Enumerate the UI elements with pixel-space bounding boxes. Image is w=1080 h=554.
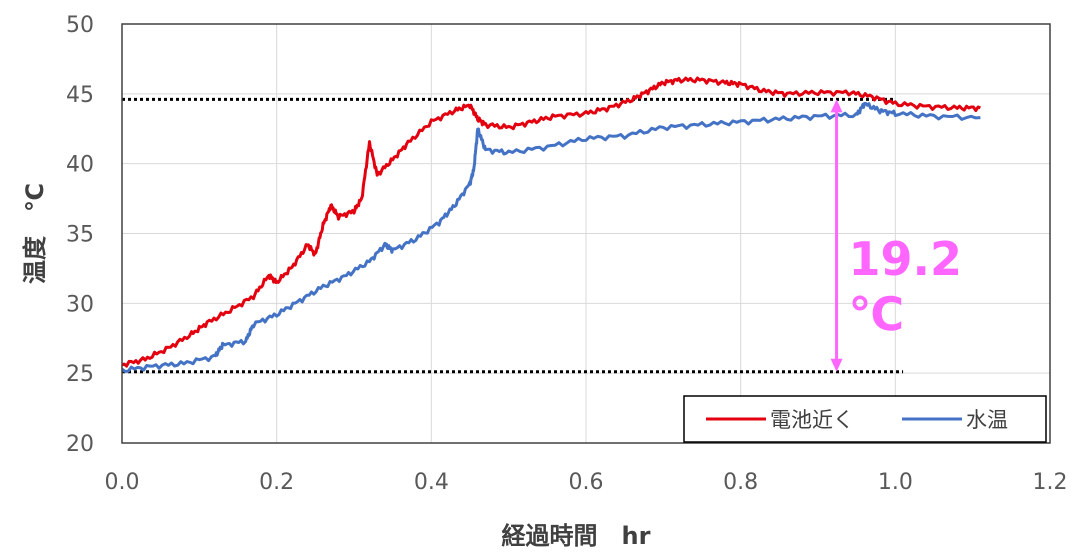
x-tick-label: 0.8 <box>723 470 758 495</box>
y-tick-label: 20 <box>66 432 94 457</box>
series-lines <box>121 76 981 373</box>
y-tick-label: 30 <box>66 292 94 317</box>
series-line-battery <box>121 76 981 368</box>
series-line-water <box>121 102 981 373</box>
plot-area-frame <box>121 23 1051 444</box>
difference-unit: ℃ <box>849 287 905 341</box>
y-tick-label: 40 <box>66 153 94 178</box>
x-tick-label: 0.4 <box>414 470 449 495</box>
y-tick-label: 25 <box>66 362 94 387</box>
x-tick-labels: 0.0 0.2 0.4 0.6 0.8 1.0 1.2 <box>105 470 1068 495</box>
y-tick-label: 45 <box>66 83 94 108</box>
x-tick-label: 1.2 <box>1033 470 1068 495</box>
x-tick-label: 0.6 <box>569 470 604 495</box>
x-tick-label: 1.0 <box>878 470 913 495</box>
difference-arrow <box>830 99 843 372</box>
y-axis-title: 温度 ℃ <box>21 183 49 284</box>
legend-label-water: 水温 <box>966 408 1008 432</box>
x-tick-label: 0.0 <box>105 470 140 495</box>
x-axis-title: 経過時間 hr <box>502 522 651 550</box>
legend: 電池近く 水温 <box>683 395 1047 443</box>
difference-label: 19.2 <box>849 232 963 286</box>
arrow-head-up <box>830 99 843 113</box>
y-tick-label: 35 <box>66 223 94 248</box>
reference-lines <box>122 97 904 374</box>
legend-label-battery: 電池近く <box>770 408 854 432</box>
arrow-head-down <box>830 358 843 372</box>
y-tick-labels: 20 25 30 35 40 45 50 <box>66 13 94 457</box>
y-tick-label: 50 <box>66 13 94 38</box>
x-tick-label: 0.2 <box>259 470 294 495</box>
